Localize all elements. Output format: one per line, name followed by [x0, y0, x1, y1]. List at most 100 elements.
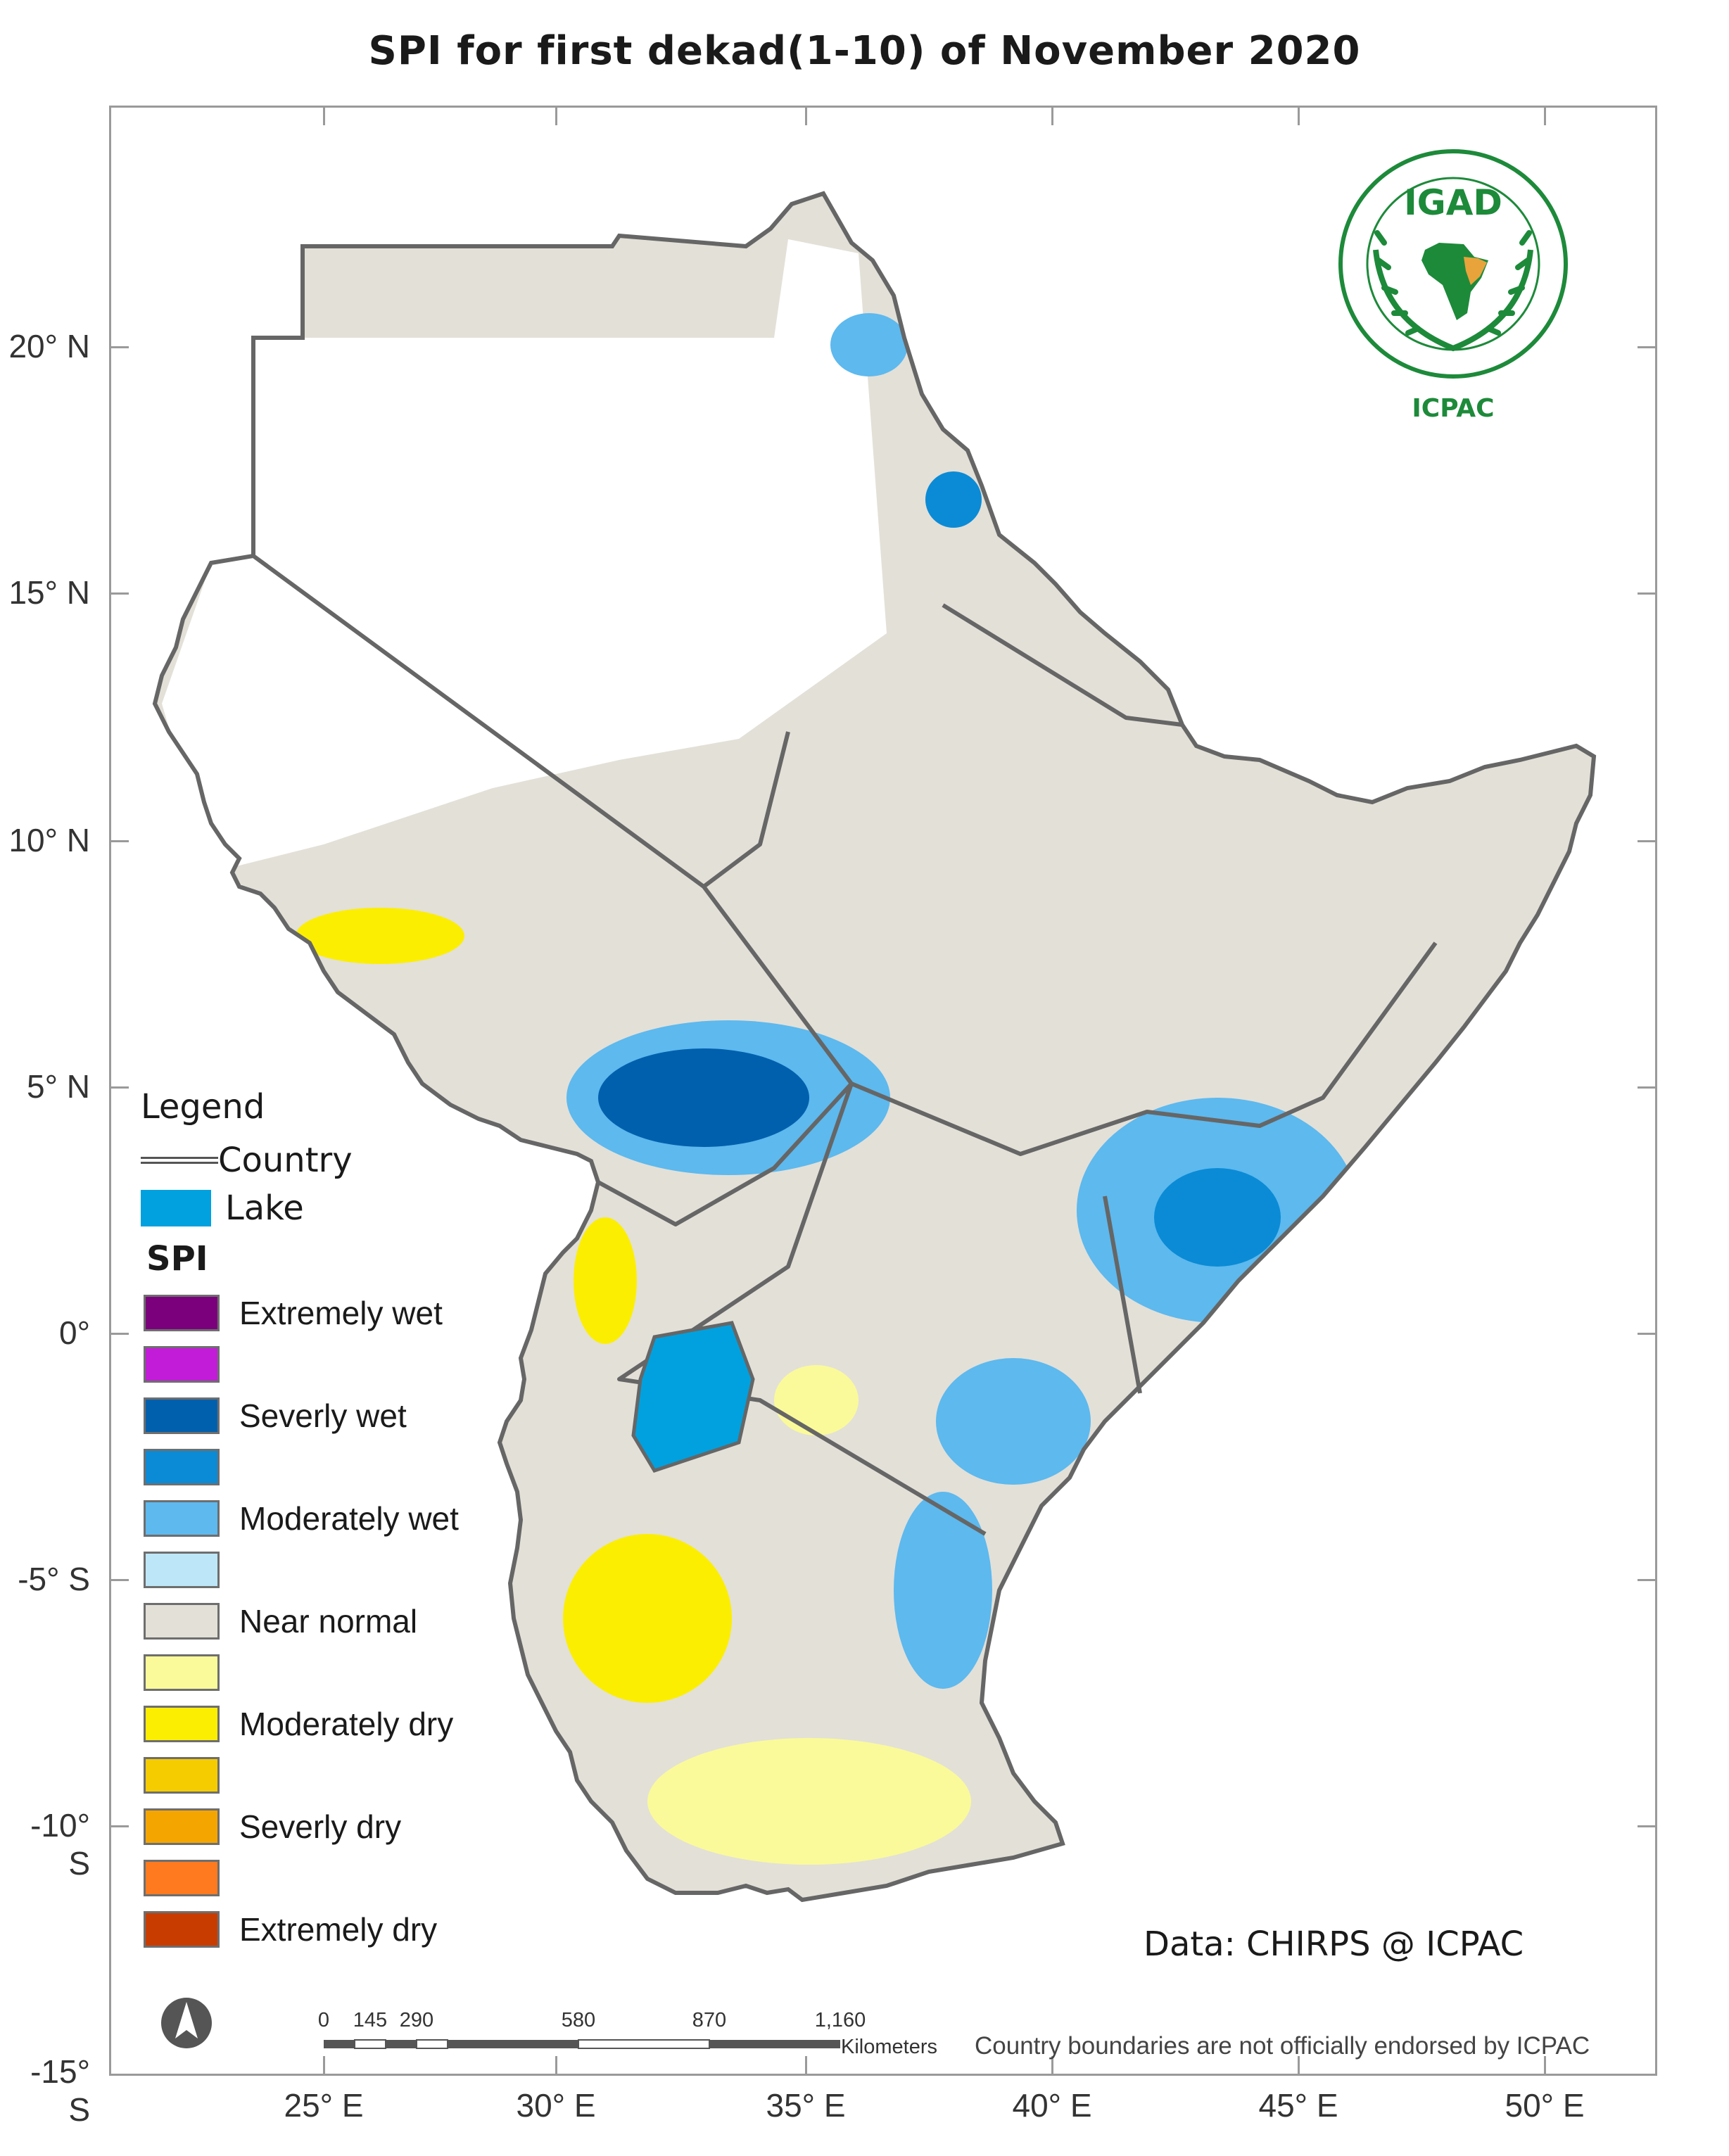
- lat-tick: [109, 1333, 129, 1335]
- spi-swatch: [144, 1808, 220, 1845]
- wet-patch: [925, 471, 982, 528]
- scale-unit: Kilometers: [841, 2036, 937, 2058]
- igad-emblem: IGAD: [1338, 149, 1568, 379]
- country-line-symbol: [141, 1157, 218, 1164]
- lat-tick: [1638, 1086, 1657, 1089]
- moderately-wet-patch: [830, 313, 908, 376]
- legend-country: Country: [141, 1136, 535, 1184]
- scale-tick-label: 145: [353, 2009, 388, 2031]
- spi-class-label: Severly dry: [239, 1808, 402, 1845]
- spi-swatch: [144, 1345, 220, 1383]
- igad-logo: IGAD: [1334, 144, 1573, 426]
- lon-tick: [1051, 106, 1053, 125]
- spi-swatch: [144, 1602, 220, 1640]
- lat-tick: [1638, 840, 1657, 842]
- lat-tick: [109, 592, 129, 595]
- moderately-dry-patch: [574, 1217, 637, 1344]
- spi-heading: SPI: [146, 1239, 208, 1279]
- lon-tick: [555, 106, 557, 125]
- spi-class-row: Moderately dry: [141, 1698, 535, 1749]
- light-dry-patch: [647, 1738, 971, 1865]
- spi-class-row: [141, 1647, 535, 1698]
- scale-bar: 0 145 290 580 870 1,160: [317, 2009, 866, 2051]
- spi-swatch: [144, 1654, 220, 1691]
- severly-wet-patch: [598, 1048, 809, 1147]
- lat-tick: [1638, 1579, 1657, 1581]
- scale-tick-label: 1,160: [814, 2009, 866, 2031]
- spi-class-row: [141, 1544, 535, 1595]
- spi-class-row: [141, 1441, 535, 1492]
- country-border: [1103, 1196, 1142, 1394]
- lon-tick: [1298, 106, 1300, 125]
- lon-tick: [1051, 2056, 1053, 2076]
- spi-swatch: [144, 1448, 220, 1485]
- country-border: [597, 1082, 854, 1226]
- spi-class-label: Moderately wet: [239, 1499, 459, 1537]
- spi-class-row: Moderately wet: [141, 1492, 535, 1544]
- igad-acronym: IGAD: [1404, 182, 1502, 223]
- lon-label: 25° E: [284, 2087, 364, 2124]
- lat-label: -5° S: [18, 1561, 90, 1597]
- scale-tick-label: 0: [317, 2009, 330, 2031]
- spi-class-label: Moderately dry: [239, 1705, 454, 1742]
- lat-tick: [109, 1086, 129, 1089]
- lon-tick: [323, 106, 325, 125]
- lat-tick: [109, 1579, 129, 1581]
- scale-tick-label: 870: [692, 2009, 727, 2031]
- lat-tick: [109, 1825, 129, 1827]
- spi-class-row: [141, 1338, 535, 1390]
- legend-lake: Lake: [141, 1184, 535, 1232]
- spi-class-label: Extremely wet: [239, 1294, 443, 1331]
- lon-label: 40° E: [1012, 2087, 1092, 2124]
- lat-label: -15° S: [30, 2053, 90, 2128]
- legend-lake-label: Lake: [225, 1188, 304, 1228]
- country-border: [942, 603, 1183, 727]
- lat-tick: [1638, 346, 1657, 348]
- lon-tick: [323, 2056, 325, 2076]
- lat-tick: [1638, 1825, 1657, 1827]
- spi-class-row: Severly dry: [141, 1801, 535, 1852]
- country-border: [252, 554, 790, 889]
- lon-tick: [1544, 2056, 1546, 2076]
- legend-heading: Legend: [141, 1087, 265, 1127]
- lat-label: -10° S: [30, 1807, 90, 1882]
- spi-swatch: [144, 1551, 220, 1588]
- spi-swatch: [144, 1397, 220, 1434]
- data-credit: Data: CHIRPS @ ICPAC: [1144, 1924, 1524, 1964]
- lon-tick: [555, 2056, 557, 2076]
- spi-class-label: Near normal: [239, 1602, 418, 1640]
- lat-label: 0°: [59, 1314, 90, 1351]
- spi-class-row: [141, 1852, 535, 1903]
- moderately-wet-patch: [936, 1358, 1091, 1485]
- lon-label: 45° E: [1258, 2087, 1338, 2124]
- country-border: [617, 1083, 987, 1536]
- spi-swatch: [144, 1705, 220, 1742]
- lat-tick: [109, 840, 129, 842]
- map-title: SPI for first dekad(1-10) of November 20…: [368, 28, 1361, 74]
- spi-class-row: Severly wet: [141, 1390, 535, 1441]
- spi-class-row: Extremely dry: [141, 1903, 535, 1955]
- lon-label: 30° E: [516, 2087, 596, 2124]
- icpac-caption: ICPAC: [1412, 394, 1495, 423]
- spi-swatch: [144, 1859, 220, 1896]
- lon-tick: [1544, 106, 1546, 125]
- wet-patch: [1154, 1168, 1281, 1267]
- lat-label: 15° N: [8, 574, 90, 611]
- lon-tick: [1298, 2056, 1300, 2076]
- spi-class-row: Extremely wet: [141, 1287, 535, 1338]
- lon-tick: [805, 106, 807, 125]
- map-frame: [109, 106, 1657, 2076]
- lon-label: 50° E: [1505, 2087, 1585, 2124]
- moderately-dry-patch: [563, 1534, 732, 1703]
- lon-tick: [805, 2056, 807, 2076]
- lon-label: 35° E: [766, 2087, 846, 2124]
- scale-tick-label: 290: [399, 2009, 434, 2031]
- lat-tick: [1638, 592, 1657, 595]
- lat-label: 5° N: [27, 1068, 90, 1105]
- moderately-dry-patch: [296, 908, 464, 964]
- scale-tick-label: 580: [561, 2009, 596, 2031]
- lat-tick: [1638, 1333, 1657, 1335]
- no-data-area-north: [162, 239, 887, 873]
- legend: Legend Country Lake SPI Extremely wet Sev…: [141, 1087, 535, 1955]
